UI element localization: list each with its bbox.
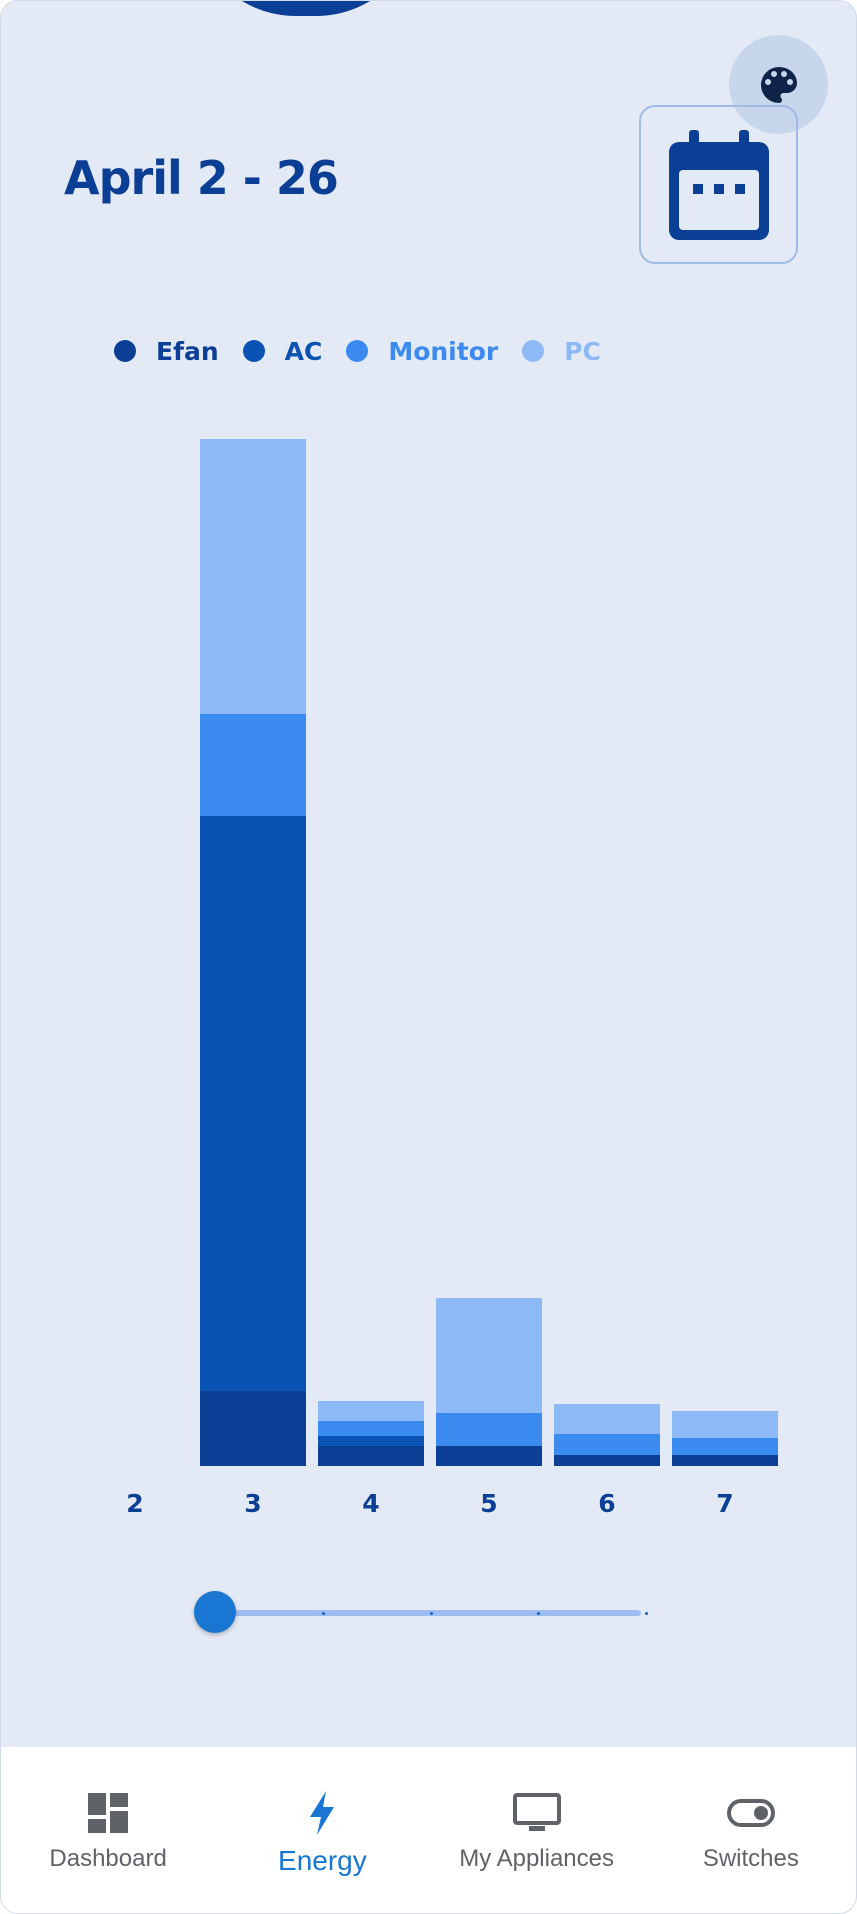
- bar-segment-efan-4[interactable]: [318, 1446, 424, 1466]
- bar-segment-efan-7[interactable]: [672, 1455, 778, 1466]
- monitor-icon: [512, 1793, 561, 1831]
- bar-segment-efan-6[interactable]: [554, 1455, 660, 1466]
- legend-label: Efan: [156, 336, 219, 366]
- legend-item-pc[interactable]: PC: [522, 337, 601, 366]
- bar-segment-monitor-5[interactable]: [436, 1413, 542, 1446]
- date-range-slider[interactable]: [194, 1591, 652, 1635]
- bar-segment-pc-7[interactable]: [672, 1411, 778, 1438]
- nav-label: Energy: [278, 1845, 367, 1876]
- legend-label: Monitor: [388, 336, 499, 366]
- bar-segment-pc-5[interactable]: [436, 1298, 542, 1413]
- slider-tick: [537, 1612, 540, 1615]
- legend-dot: [114, 340, 136, 362]
- legend-item-efan[interactable]: Efan: [114, 337, 219, 366]
- legend-item-monitor[interactable]: Monitor: [346, 337, 498, 366]
- x-tick-label: 2: [126, 1489, 143, 1518]
- bar-segment-pc-6[interactable]: [554, 1404, 660, 1434]
- bar-segment-ac-4[interactable]: [318, 1436, 424, 1446]
- header-decoration: [191, 1, 421, 16]
- nav-my-appliances[interactable]: My Appliances: [430, 1747, 644, 1913]
- bar-segment-ac-3[interactable]: [200, 816, 306, 1391]
- toggle-icon: [726, 1799, 775, 1827]
- bar-segment-pc-4[interactable]: [318, 1401, 424, 1421]
- x-tick-label: 3: [244, 1489, 261, 1518]
- x-tick-label: 7: [716, 1489, 733, 1518]
- slider-tick: [322, 1612, 325, 1615]
- bar-segment-monitor-3[interactable]: [200, 714, 306, 816]
- bolt-icon: [310, 1791, 335, 1835]
- nav-energy[interactable]: Energy: [215, 1747, 429, 1913]
- x-tick-label: 5: [480, 1489, 497, 1518]
- nav-label: Switches: [702, 1845, 799, 1872]
- nav-label: My Appliances: [459, 1845, 614, 1872]
- legend-dot: [242, 340, 265, 362]
- legend-label: PC: [564, 336, 601, 366]
- page-title: April 2 - 26: [64, 151, 339, 205]
- energy-stacked-bar-chart: 2 3 4 5 6 7: [126, 439, 778, 1518]
- calendar-button[interactable]: [639, 105, 798, 264]
- nav-dashboard[interactable]: Dashboard: [1, 1747, 215, 1913]
- x-tick-label: 6: [598, 1489, 615, 1518]
- calendar-icon: [668, 129, 769, 240]
- chart-legend: Efan AC Monitor PC: [114, 331, 625, 371]
- bar-segment-monitor-6[interactable]: [554, 1434, 660, 1455]
- theme-palette-button[interactable]: [729, 35, 828, 134]
- slider-tick: [430, 1612, 433, 1615]
- legend-item-ac[interactable]: AC: [242, 336, 323, 366]
- bar-segment-monitor-7[interactable]: [672, 1438, 778, 1455]
- x-tick-label: 4: [362, 1489, 379, 1518]
- palette-icon: [760, 66, 797, 103]
- bar-segment-monitor-4[interactable]: [318, 1421, 424, 1436]
- bar-segment-efan-5[interactable]: [436, 1446, 542, 1466]
- slider-tick: [645, 1612, 648, 1615]
- slider-thumb[interactable]: [194, 1591, 236, 1633]
- dashboard-icon: [88, 1793, 129, 1833]
- nav-label: Dashboard: [49, 1845, 167, 1872]
- bar-segment-efan-3[interactable]: [200, 1391, 306, 1466]
- legend-dot: [522, 340, 545, 362]
- legend-label: AC: [284, 336, 323, 366]
- slider-track[interactable]: [216, 1610, 641, 1616]
- legend-dot: [346, 340, 369, 362]
- bar-segment-pc-3[interactable]: [200, 439, 306, 714]
- nav-switches[interactable]: Switches: [644, 1747, 856, 1913]
- bottom-navigation: Dashboard Energy My Appliances: [1, 1747, 856, 1913]
